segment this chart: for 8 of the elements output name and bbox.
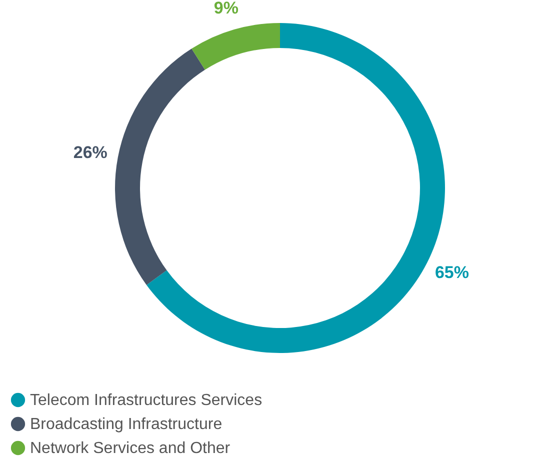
data-label: 65% <box>434 262 469 282</box>
legend-label: Network Services and Other <box>30 440 231 457</box>
data-label: 26% <box>73 142 108 162</box>
data-label: 9% <box>214 0 238 18</box>
legend-label: Telecom Infrastructures Services <box>30 392 262 409</box>
donut-slice <box>192 23 280 70</box>
legend-label: Broadcasting Infrastructure <box>30 416 222 433</box>
donut-slice <box>115 48 205 285</box>
